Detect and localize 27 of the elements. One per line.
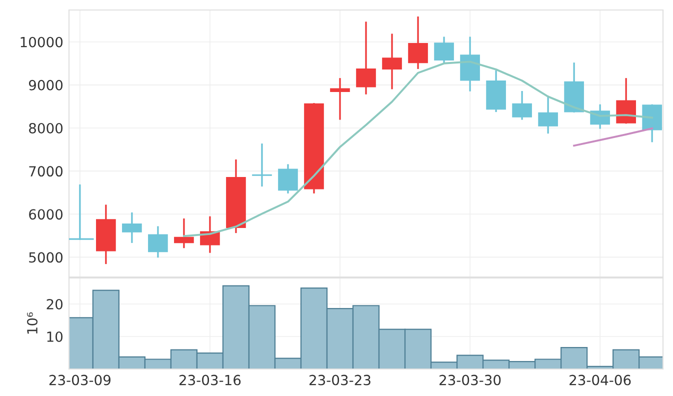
- candlestick: [434, 36, 454, 64]
- candlestick: [330, 78, 350, 120]
- candlestick: [356, 22, 376, 94]
- candlestick: [278, 164, 298, 194]
- x-tick-label: 23-03-16: [179, 374, 241, 386]
- candlestick: [252, 144, 272, 187]
- y-tick-label: 7000: [29, 166, 63, 177]
- x-tick-label: 23-04-06: [570, 374, 631, 386]
- y-tick-label: 5000: [29, 252, 63, 263]
- candlestick: [148, 226, 168, 258]
- candlestick: [382, 34, 402, 90]
- x-tick-label: 23-03-09: [49, 374, 110, 386]
- candlestick: [512, 90, 532, 120]
- candlestick: [538, 96, 558, 134]
- y-tick-label: 8000: [29, 122, 63, 134]
- candlestick: [174, 218, 194, 248]
- y-tick-label: 10: [47, 331, 63, 342]
- candlestick: [408, 16, 428, 69]
- x-tick-label: 23-03-23: [309, 374, 370, 386]
- candlestick: [616, 78, 636, 124]
- y-axis-title: 10⁶: [27, 312, 38, 334]
- y-tick-label: 10000: [20, 36, 63, 48]
- x-tick-label: 23-03-30: [440, 374, 501, 386]
- y-tick-label: 6000: [29, 209, 63, 220]
- y-tick-label: 9000: [28, 80, 63, 90]
- y-tick-label: 20: [46, 298, 63, 310]
- candlestick: [122, 212, 142, 243]
